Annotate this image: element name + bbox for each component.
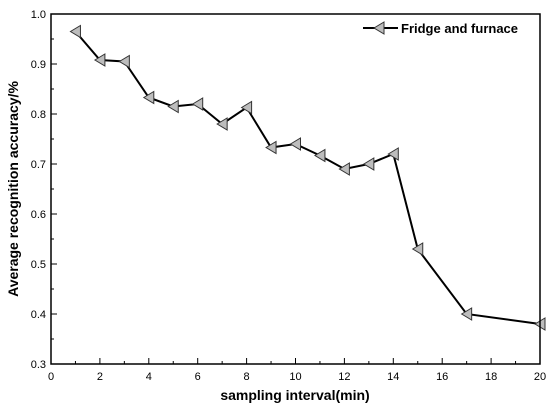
series-layer [69, 24, 546, 331]
y-tick-label: 0.6 [31, 209, 46, 221]
y-tick-label: 0.7 [31, 159, 46, 171]
x-tick-label: 10 [289, 371, 301, 383]
x-tick-label: 12 [338, 371, 350, 383]
data-point [191, 97, 204, 111]
data-point [216, 117, 228, 131]
x-tick-label: 0 [48, 371, 54, 383]
x-tick-label: 20 [534, 371, 546, 383]
data-point [460, 307, 473, 321]
data-point [240, 100, 253, 115]
x-tick-label: 8 [244, 371, 250, 383]
x-axis-title: sampling interval(min) [220, 387, 369, 403]
plot-frame [50, 13, 541, 365]
data-point [338, 162, 350, 176]
x-tick-label: 4 [146, 371, 152, 383]
data-point [411, 242, 424, 256]
x-tick-label: 18 [485, 371, 497, 383]
y-tick-label: 0.5 [31, 259, 46, 271]
data-point [362, 157, 375, 171]
y-tick-label: 0.9 [31, 59, 46, 71]
y-tick-label: 0.3 [31, 359, 46, 371]
ticks-layer: 0 2 4 6 8 10 12 14 16 18 20 0.3 0.4 0.5 0.6 0.7 0.8 0.9 1.… [31, 9, 546, 383]
y-axis-title: Average recognition accuracy/% [5, 81, 21, 297]
x-tick-label: 16 [436, 371, 448, 383]
data-point [142, 90, 155, 105]
data-point [313, 148, 326, 163]
legend: Fridge and furnace [363, 21, 518, 36]
y-tick-label: 0.4 [31, 309, 46, 321]
data-point [93, 53, 106, 67]
legend-marker [373, 21, 385, 35]
data-point [387, 147, 399, 161]
x-tick-label: 14 [387, 371, 399, 383]
data-point [289, 137, 301, 151]
x-tick-label: 6 [195, 371, 201, 383]
y-tick-label: 1.0 [31, 9, 46, 21]
data-point [167, 99, 179, 114]
data-point [265, 140, 277, 155]
data-point [118, 54, 130, 69]
series-line [74, 30, 541, 325]
x-tick-label: 2 [97, 371, 103, 383]
y-tick-label: 0.8 [31, 109, 46, 121]
data-point [69, 24, 81, 39]
legend-label: Fridge and furnace [401, 21, 518, 36]
